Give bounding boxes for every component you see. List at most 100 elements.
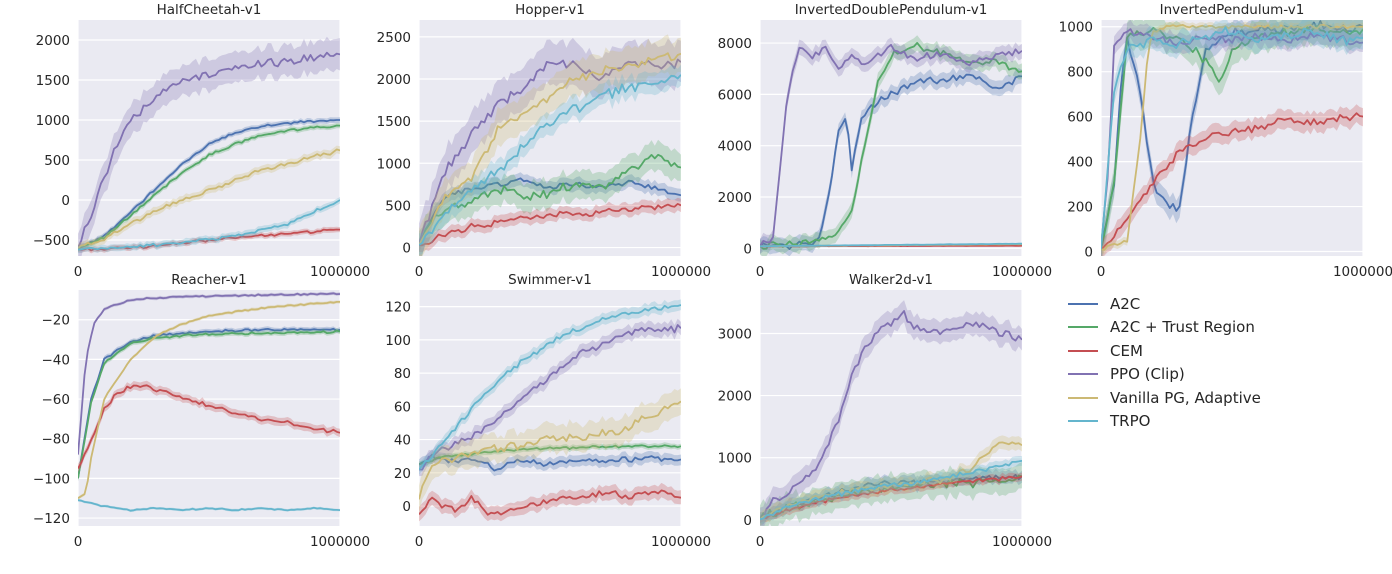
series-line-a2c-trust-region [419,153,681,246]
legend-entry: TRPO [1068,410,1261,434]
legend-entry: Vanilla PG, Adaptive [1068,386,1261,410]
series-line-ppo-clip [78,51,340,249]
panel-title: InvertedDoublePendulum-v1 [795,2,988,18]
y-tick-label: 0 [402,499,411,515]
y-tick-label: 1000 [1059,20,1093,36]
series-line-a2c [1101,20,1363,250]
series-line-trpo [1101,26,1363,250]
y-tick-label: 2000 [377,72,411,88]
x-tick-label: 1000000 [992,534,1052,550]
panel-title: Hopper-v1 [515,2,585,18]
legend-entry: PPO (Clip) [1068,363,1261,387]
y-tick-label: 60 [394,399,411,415]
series-line-ppo-clip [760,310,1022,521]
y-tick-label: 2000 [36,33,70,49]
legend-line-a2c-trust-region [1068,326,1098,329]
panel-title: Swimmer-v1 [508,272,592,288]
legend-label: Vanilla PG, Adaptive [1110,388,1261,407]
panel-invertedpendulum-v1: 0 200 400 600 800 1000 0 1000000 InvertedPendulu… [1059,2,1392,280]
y-tick-label: 0 [743,241,752,257]
series-line-a2c-trust-region [760,42,1022,250]
panel-reacher-v1: −120 −100 −80 −60 −40 −20 0 1000000 Reacher-v1 [33,272,370,550]
series-line-ppo-clip [419,58,681,246]
series-line-a2c [419,177,681,246]
legend-line-cem [1068,349,1098,352]
y-tick-label: −80 [42,432,71,448]
series-line-cem [78,384,340,469]
band-vanilla-pg-adaptive [419,34,681,256]
legend-line-a2c [1068,302,1098,305]
y-tick-label: −60 [42,392,71,408]
x-tick-label: 1000000 [992,264,1052,280]
band-vanilla-pg-adaptive [760,435,1022,526]
legend: A2C A2C + Trust Region CEM PPO (Clip) Va… [1068,292,1261,433]
y-tick-label: 3000 [718,326,752,342]
y-tick-label: 800 [1067,65,1093,81]
series-group [78,291,340,513]
legend-label: CEM [1110,341,1143,360]
y-tick-label: 1000 [718,451,752,467]
series-line-cem [760,475,1022,521]
series-line-vanilla-pg-adaptive [1101,24,1363,251]
band-a2c-trust-region [760,35,1022,256]
band-cem [760,472,1022,524]
legend-label: PPO (Clip) [1110,365,1185,384]
panel-hopper-v1: 0 500 1000 1500 2000 2500 0 1000000 Hopper-v1 [377,2,711,280]
y-tick-label: −100 [33,471,70,487]
y-tick-label: −500 [33,233,70,249]
x-tick-label: 1000000 [1333,264,1392,280]
legend-entry: CEM [1068,339,1261,363]
series-line-a2c [78,327,340,479]
y-tick-label: 400 [1067,155,1093,171]
band-a2c-trust-region [419,442,681,468]
series-line-vanilla-pg-adaptive [419,52,681,246]
series-line-a2c [419,453,681,472]
y-tick-label: −40 [42,352,71,368]
series-line-trpo [760,242,1022,248]
series-group [419,299,681,522]
y-tick-label: 500 [385,198,411,214]
y-tick-label: 1000 [377,156,411,172]
band-ppo-clip [760,300,1022,526]
series-line-a2c-trust-region [78,329,340,479]
series-group [760,300,1022,526]
band-a2c-trust-region [760,462,1022,526]
y-tick-label: 120 [385,300,411,316]
band-vanilla-pg-adaptive [419,388,681,513]
panel-inverteddoublependulum-v1: 0 2000 4000 6000 8000 0 1000000 InvertedDoubleP… [718,2,1052,280]
series-line-trpo [419,304,681,471]
series-line-ppo-clip [78,292,340,455]
series-line-cem [1101,112,1363,250]
legend-line-vanilla-pg [1068,396,1098,399]
x-tick-label: 0 [74,264,83,280]
series-line-ppo-clip [419,324,681,471]
x-tick-label: 0 [74,534,83,550]
y-tick-label: 0 [743,513,752,529]
series-line-trpo [760,459,1022,521]
legend-entry: A2C [1068,292,1261,316]
band-trpo [760,456,1022,524]
series-line-ppo-clip [1101,28,1363,250]
band-trpo [1101,20,1363,256]
y-tick-label: −20 [42,313,71,329]
y-tick-label: 1000 [36,113,70,129]
panel-title: HalfCheetah-v1 [157,2,262,18]
panel-title: Reacher-v1 [171,272,246,288]
band-a2c-trust-region [419,139,681,256]
y-tick-label: 80 [394,366,411,382]
series-line-a2c-trust-region [78,124,340,249]
panel-walker2d-v1: 0 1000 2000 3000 0 1000000 Walker2d-v1 [718,272,1052,550]
y-tick-label: 2000 [718,389,752,405]
series-group [419,34,681,256]
series-line-trpo [78,499,340,512]
series-line-a2c [78,119,340,249]
y-tick-label: 1500 [36,73,70,89]
series-line-vanilla-pg-adaptive [78,148,340,249]
y-tick-label: 0 [61,193,70,209]
legend-label: A2C + Trust Region [1110,318,1255,337]
y-tick-label: 2500 [377,30,411,46]
series-group [1101,20,1363,256]
series-line-cem [419,203,681,247]
